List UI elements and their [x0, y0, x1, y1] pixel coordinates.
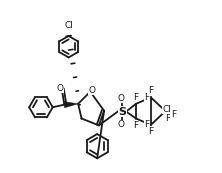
- Text: O: O: [117, 120, 124, 129]
- Text: F: F: [148, 127, 153, 136]
- Text: F: F: [148, 86, 153, 95]
- Text: Cl: Cl: [163, 105, 172, 114]
- Text: F: F: [133, 93, 138, 102]
- Text: F: F: [165, 114, 170, 123]
- Text: F: F: [144, 93, 149, 102]
- Text: O: O: [56, 84, 63, 93]
- Text: F: F: [171, 110, 176, 119]
- Text: F: F: [144, 120, 149, 129]
- Polygon shape: [64, 102, 78, 108]
- Text: O: O: [117, 94, 124, 103]
- Text: Cl: Cl: [64, 21, 73, 30]
- Text: O: O: [89, 86, 95, 95]
- Text: F: F: [133, 121, 138, 130]
- Text: S: S: [118, 107, 126, 117]
